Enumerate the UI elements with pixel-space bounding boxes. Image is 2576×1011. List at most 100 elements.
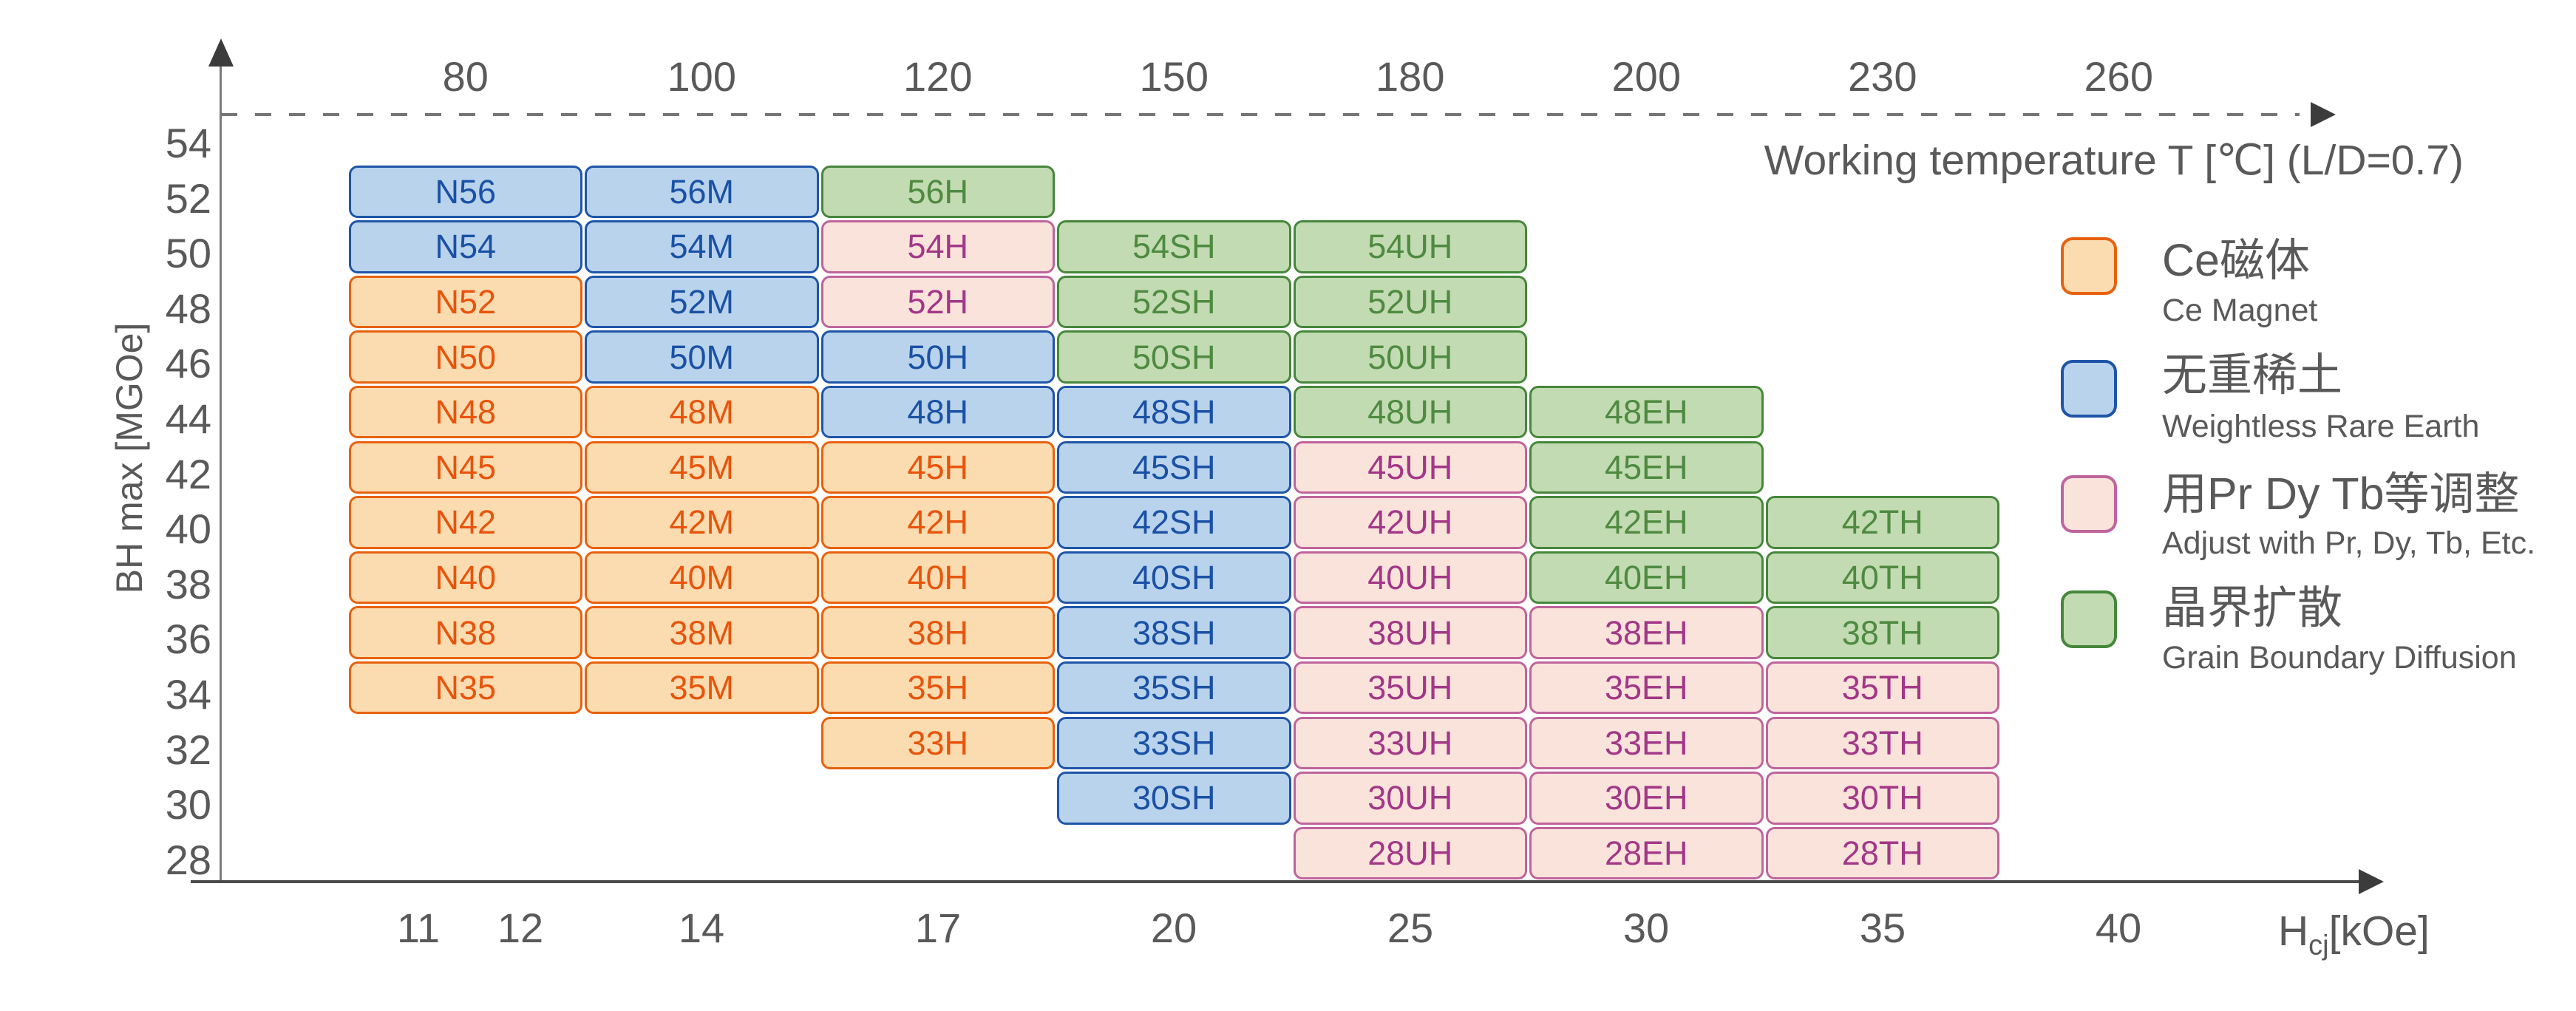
grade-cell-38H: 38H [820, 606, 1055, 659]
top-axis-title: Working temperature T [℃] (L/D=0.7) [1764, 137, 2464, 184]
hcj-tick-12: 12 [497, 905, 544, 951]
grade-cell-N56: N56 [348, 165, 582, 219]
grade-cell-30SH: 30SH [1057, 772, 1291, 825]
grade-cell-54H: 54H [820, 220, 1055, 273]
bhmax-tick-32: 32 [165, 726, 211, 773]
grade-cell-38TH: 38TH [1765, 606, 1999, 659]
grade-cell-40H: 40H [820, 551, 1055, 605]
grade-cell-N42: N42 [348, 496, 582, 549]
bhmax-tick-54: 54 [165, 120, 211, 166]
grade-cell-52H: 52H [820, 275, 1055, 329]
grade-cell-28TH: 28TH [1765, 826, 1999, 880]
grade-cell-N54: N54 [348, 220, 582, 273]
hcj-tick-17: 17 [914, 905, 962, 951]
temperature-tick-200: 200 [1611, 53, 1681, 100]
grade-cell-30UH: 30UH [1293, 772, 1527, 825]
legend-label-weightless-rare-earth-cn: 无重稀土 [2162, 350, 2343, 400]
temperature-tick-80: 80 [442, 53, 489, 100]
grade-cell-48SH: 48SH [1057, 385, 1291, 439]
grade-cell-50M: 50M [585, 330, 819, 384]
grade-cell-54UH: 54UH [1293, 220, 1527, 273]
temperature-axis-arrow-icon [2311, 102, 2336, 127]
grade-cell-45EH: 45EH [1529, 440, 1764, 494]
grade-cell-38UH: 38UH [1293, 606, 1527, 659]
grade-cell-35SH: 35SH [1057, 661, 1291, 715]
grade-cell-42SH: 42SH [1057, 496, 1291, 549]
grade-cell-42TH: 42TH [1765, 496, 1999, 549]
grade-cell-54SH: 54SH [1057, 220, 1291, 273]
grade-cell-33UH: 33UH [1293, 716, 1527, 770]
grade-cell-45H: 45H [820, 440, 1055, 494]
bhmax-tick-30: 30 [165, 781, 211, 828]
legend-label-adjust-pr-dy-tb-cn: 用Pr Dy Tb等调整 [2162, 469, 2520, 519]
grade-cell-50SH: 50SH [1057, 330, 1291, 384]
hcj-tick-40: 40 [2095, 905, 2142, 951]
bhmax-tick-38: 38 [165, 560, 211, 607]
bhmax-tick-44: 44 [165, 395, 211, 442]
grade-cell-28EH: 28EH [1529, 826, 1764, 880]
legend-label-weightless-rare-earth-en: Weightless Rare Earth [2162, 409, 2480, 444]
grade-cell-N35: N35 [348, 661, 582, 715]
bhmax-tick-40: 40 [165, 506, 211, 553]
grade-cell-48H: 48H [820, 385, 1055, 439]
grade-cell-45UH: 45UH [1293, 440, 1527, 494]
legend-label-adjust-pr-dy-tb-en: Adjust with Pr, Dy, Tb, Etc. [2162, 525, 2536, 561]
grade-cell-45SH: 45SH [1057, 440, 1291, 494]
grade-cell-33EH: 33EH [1529, 716, 1764, 770]
grade-cell-45M: 45M [585, 440, 819, 494]
grade-cell-35M: 35M [585, 661, 819, 715]
grade-cell-38EH: 38EH [1529, 606, 1764, 659]
y-axis-line [220, 67, 222, 883]
hcj-symbol: H [2278, 908, 2309, 955]
grade-cell-N45: N45 [348, 440, 582, 494]
bhmax-tick-52: 52 [165, 174, 211, 222]
hcj-tick-25: 25 [1387, 905, 1434, 951]
grade-cell-N52: N52 [348, 275, 582, 329]
grade-cell-54M: 54M [585, 220, 819, 273]
hcj-unit: [kOe] [2328, 908, 2430, 955]
temperature-tick-230: 230 [1848, 53, 1917, 100]
grade-cell-40TH: 40TH [1765, 551, 1999, 605]
grade-cell-48UH: 48UH [1293, 385, 1527, 439]
hcj-subscript: cj [2308, 930, 2329, 961]
grade-cell-56M: 56M [585, 165, 819, 219]
legend-swatch-weightless-rare-earth [2061, 360, 2117, 418]
grade-cell-N40: N40 [348, 551, 582, 605]
legend-swatch-grain-boundary-diffusion [2061, 590, 2117, 648]
grade-cell-42H: 42H [820, 496, 1055, 549]
bhmax-tick-50: 50 [165, 230, 211, 277]
grade-cell-N50: N50 [348, 330, 582, 384]
bhmax-tick-42: 42 [165, 450, 211, 497]
hcj-tick-11: 11 [396, 905, 441, 951]
temperature-tick-100: 100 [667, 53, 736, 100]
grade-cell-40M: 40M [585, 551, 819, 605]
hcj-tick-14: 14 [678, 905, 725, 951]
y-axis-title: BH max [MGOe] [109, 322, 150, 594]
grade-cell-33H: 33H [820, 716, 1055, 770]
temperature-tick-260: 260 [2084, 53, 2153, 100]
grade-cell-42EH: 42EH [1529, 496, 1764, 549]
hcj-tick-20: 20 [1150, 905, 1197, 951]
grade-cell-38SH: 38SH [1057, 606, 1291, 659]
hcj-tick-30: 30 [1622, 905, 1670, 951]
x-axis-arrow-icon [2359, 869, 2384, 894]
grade-cell-30TH: 30TH [1765, 772, 1999, 825]
grade-cell-N48: N48 [348, 385, 582, 439]
grade-cell-52UH: 52UH [1293, 275, 1527, 329]
bhmax-tick-36: 36 [165, 616, 211, 663]
grade-cell-40EH: 40EH [1529, 551, 1764, 605]
grade-cell-35H: 35H [820, 661, 1055, 715]
legend-label-ce-magnet-cn: Ce磁体 [2162, 235, 2310, 285]
legend-swatch-adjust-pr-dy-tb [2061, 475, 2117, 533]
grade-cell-33SH: 33SH [1057, 716, 1291, 770]
grade-cell-30EH: 30EH [1529, 772, 1764, 825]
grade-cell-N38: N38 [348, 606, 582, 659]
grade-cell-48EH: 48EH [1529, 385, 1764, 439]
grade-cell-28UH: 28UH [1293, 826, 1527, 880]
grade-cell-48M: 48M [585, 385, 819, 439]
grade-cell-40SH: 40SH [1057, 551, 1291, 605]
grade-cell-42M: 42M [585, 496, 819, 549]
temperature-tick-120: 120 [903, 53, 973, 100]
y-axis-arrow-up-icon [208, 38, 234, 67]
grade-cell-42UH: 42UH [1293, 496, 1527, 549]
